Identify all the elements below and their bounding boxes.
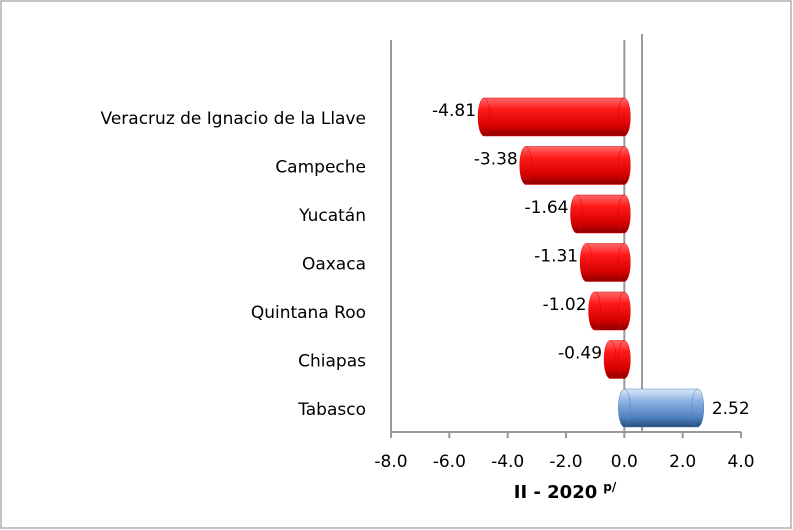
x-axis-label-text: II - 2020 — [514, 482, 598, 503]
bar-cap — [618, 340, 631, 379]
bar-cap — [618, 388, 631, 428]
y-tick-label: Oaxaca — [302, 255, 366, 275]
value-label: -3.38 — [474, 150, 518, 170]
bar-cap — [618, 291, 631, 331]
bar — [585, 243, 625, 282]
value-label: -0.49 — [558, 344, 602, 364]
bar-cap — [588, 291, 601, 331]
bar-cap — [618, 97, 631, 137]
bar-cap — [477, 97, 491, 137]
y-tick-label: Yucatán — [298, 206, 366, 226]
bar-cap — [618, 194, 631, 234]
bar — [576, 194, 625, 234]
y-tick-label: Tabasco — [297, 400, 366, 420]
bar-cap — [519, 146, 532, 185]
x-axis-label-sup: p/ — [603, 480, 617, 494]
bar-cap — [570, 194, 583, 234]
x-axis-label: II - 2020 p/ — [514, 480, 617, 504]
x-tick-label: -4.0 — [491, 452, 524, 472]
x-tick-label: 2.0 — [669, 452, 696, 472]
y-tick-label: Quintana Roo — [251, 303, 366, 323]
value-label: -1.64 — [525, 198, 569, 218]
x-tick-label: 0.0 — [611, 452, 638, 472]
bar-cap — [579, 243, 593, 282]
bar-cap — [603, 340, 617, 379]
value-label: -1.02 — [543, 295, 587, 315]
bar — [624, 388, 699, 428]
bar — [483, 97, 625, 137]
y-tick-label: Veracruz de Ignacio de la Llave — [101, 109, 366, 129]
value-label: -4.81 — [432, 101, 476, 121]
x-tick-label: 4.0 — [727, 452, 754, 472]
bar — [525, 146, 625, 185]
bar-cap — [618, 243, 631, 282]
value-label: -1.31 — [534, 247, 578, 267]
y-tick-label: Chiapas — [298, 352, 366, 372]
x-tick-label: -8.0 — [374, 452, 407, 472]
y-tick-label: Campeche — [275, 158, 366, 178]
x-tick-label: -6.0 — [433, 452, 466, 472]
x-tick-label: -2.0 — [549, 452, 582, 472]
bar-cap — [618, 146, 631, 185]
bar-cap — [691, 388, 705, 428]
value-label: 2.52 — [712, 399, 750, 419]
